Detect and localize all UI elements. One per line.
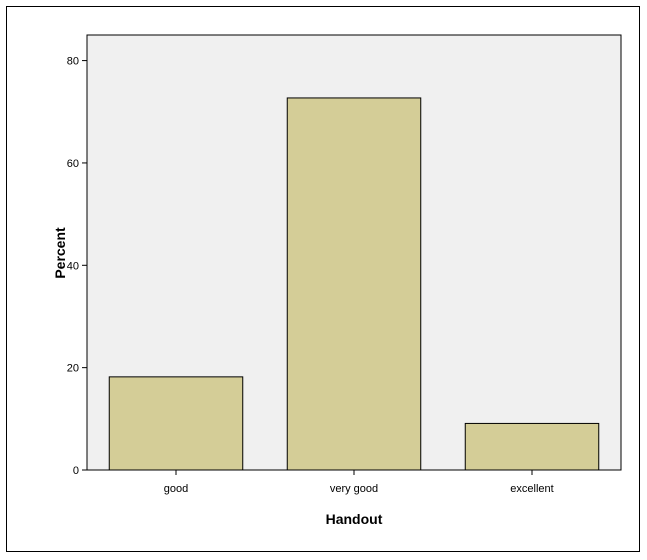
bar-good [108, 376, 244, 471]
y-axis-ticks: 0 20 40 60 80 [67, 56, 87, 477]
y-tick-label: 60 [67, 158, 79, 170]
y-axis-title: Percent [52, 227, 68, 279]
x-axis-ticks: good very good excellent [164, 470, 554, 495]
y-tick-label: 0 [73, 465, 79, 477]
x-tick-label: good [164, 483, 188, 495]
x-tick-label: very good [330, 483, 378, 495]
bar-very-good [286, 97, 422, 471]
bar-excellent [464, 422, 600, 471]
y-tick-label: 80 [67, 56, 79, 68]
y-tick-label: 40 [67, 260, 79, 272]
bars [108, 97, 600, 471]
y-tick-label: 20 [67, 363, 79, 375]
x-tick-label: excellent [510, 483, 553, 495]
x-axis-title: Handout [326, 511, 383, 527]
